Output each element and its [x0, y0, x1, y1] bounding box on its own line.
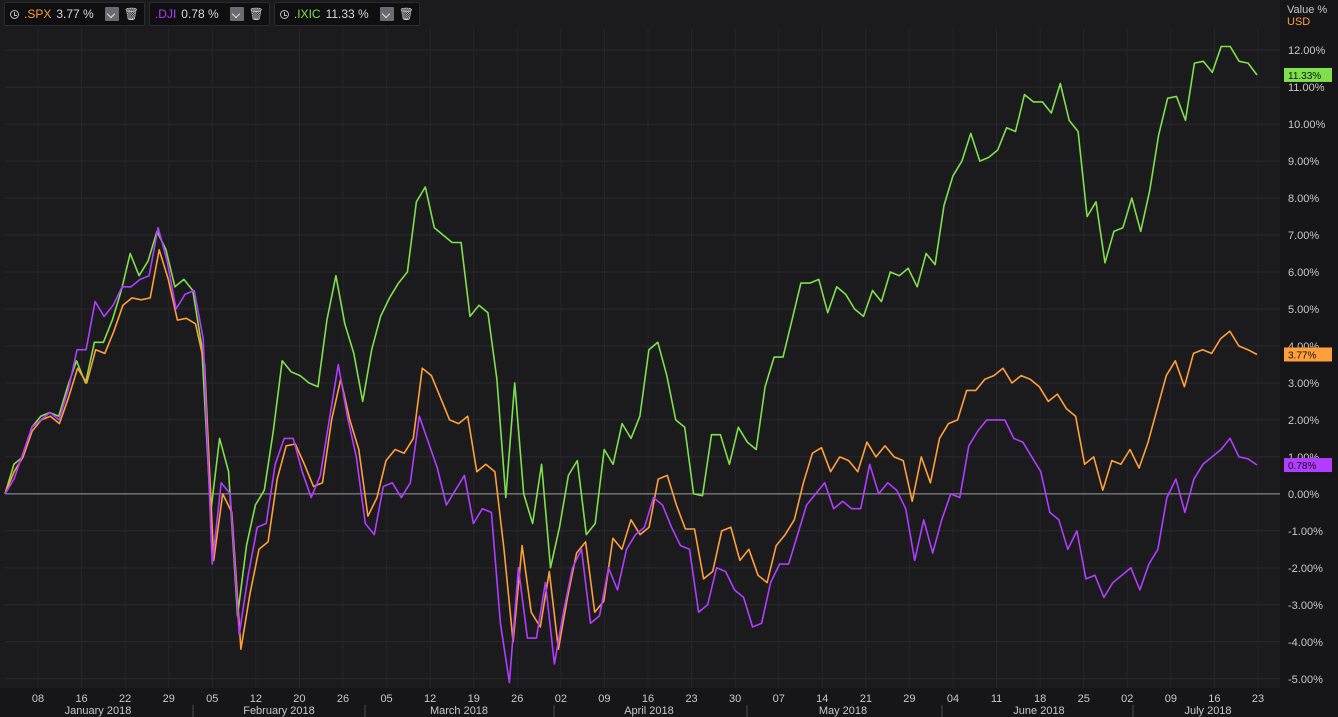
x-month-label: January 2018 — [65, 705, 132, 717]
y-tick-label: 5.00% — [1288, 304, 1319, 316]
last-value-badges: 11.33% 3.77% 0.78% — [1284, 67, 1332, 473]
x-day-label: 07 — [773, 693, 785, 705]
y-tick-label: 3.00% — [1288, 378, 1319, 390]
x-day-label: 29 — [903, 693, 915, 705]
y-tick-label: 6.00% — [1288, 267, 1319, 279]
x-month-label: April 2018 — [624, 705, 674, 717]
legend-symbol-dji: .DJI — [154, 7, 177, 21]
series-line-ixic — [4, 45, 1258, 617]
y-tick-label: 10.00% — [1288, 119, 1326, 131]
x-day-label: 19 — [468, 693, 480, 705]
x-month-label: May 2018 — [819, 705, 867, 717]
x-month-label: February 2018 — [243, 705, 315, 717]
x-day-label: 08 — [32, 693, 44, 705]
legend-chip-ixic[interactable]: .IXIC 11.33 % 🗑 — [273, 2, 420, 26]
legend-value-ixic: 11.33 % — [325, 7, 369, 21]
x-day-label: 14 — [816, 693, 828, 705]
clock-icon[interactable] — [10, 9, 19, 19]
x-day-label: 22 — [119, 693, 131, 705]
last-value-badge-ixic — [1284, 67, 1332, 82]
currency-label: USD — [1287, 16, 1310, 28]
x-day-label: 29 — [163, 693, 175, 705]
legend-symbol-spx: .SPX — [24, 7, 52, 21]
last-value-badge-text: 0.78% — [1288, 461, 1316, 472]
x-day-label: 26 — [337, 693, 349, 705]
y-tick-label: 0.00% — [1288, 489, 1319, 501]
y-tick-label: 11.00% — [1288, 82, 1325, 94]
legend-chip-dji[interactable]: .DJI 0.78 % 🗑 — [148, 2, 270, 26]
x-day-label: 05 — [380, 693, 392, 705]
series-legend-bar: .SPX 3.77 % 🗑 .DJI 0.78 % 🗑 .IXIC 11.33 … — [0, 0, 464, 28]
x-day-label: 30 — [729, 693, 741, 705]
y-tick-label: -5.00% — [1288, 674, 1323, 686]
y-tick-label: 12.00% — [1288, 45, 1326, 57]
x-day-label: 20 — [293, 693, 305, 705]
clock-icon[interactable] — [279, 9, 289, 19]
x-month-label: July 2018 — [1184, 705, 1231, 717]
x-day-label: 09 — [598, 693, 610, 705]
last-value-badge-dji — [1284, 458, 1332, 473]
x-month-label: March 2018 — [430, 705, 488, 717]
chevron-down-icon[interactable] — [229, 7, 244, 21]
x-day-label: 12 — [424, 693, 436, 705]
chevron-down-icon[interactable] — [379, 7, 394, 21]
x-axis-panel — [0, 688, 1338, 717]
trash-icon[interactable]: 🗑 — [123, 7, 139, 21]
series-line-spx — [4, 249, 1258, 651]
legend-value-spx: 3.77 % — [56, 7, 94, 21]
x-day-label: 16 — [1208, 693, 1220, 705]
plot-area — [5, 28, 1280, 688]
legend-chip-spx[interactable]: .SPX 3.77 % 🗑 — [4, 2, 145, 26]
x-day-label: 21 — [860, 693, 872, 705]
chevron-down-icon[interactable] — [104, 7, 119, 21]
trash-icon[interactable]: 🗑 — [248, 7, 264, 21]
legend-value-dji: 0.78 % — [181, 7, 219, 21]
last-value-badge-spx — [1284, 347, 1332, 362]
series-line-dji — [4, 226, 1258, 684]
legend-symbol-ixic: .IXIC — [293, 7, 321, 21]
y-tick-label: 2.00% — [1288, 415, 1319, 427]
x-day-label: 04 — [947, 693, 959, 705]
x-day-label: 26 — [511, 693, 523, 705]
x-day-label: 18 — [1034, 693, 1046, 705]
last-value-badge-text: 3.77% — [1288, 350, 1316, 361]
x-day-label: 12 — [250, 693, 262, 705]
y-tick-label: -3.00% — [1288, 600, 1323, 612]
y-tick-label: 7.00% — [1288, 230, 1319, 242]
x-day-label: 16 — [75, 693, 87, 705]
x-day-label: 02 — [1121, 693, 1133, 705]
x-day-label: 16 — [642, 693, 654, 705]
x-day-label: 05 — [206, 693, 218, 705]
x-day-label: 23 — [685, 693, 697, 705]
y-axis-title: Value % — [1287, 4, 1327, 16]
series-lines — [4, 45, 1258, 684]
y-tick-label: -1.00% — [1288, 526, 1323, 538]
y-tick-label: 8.00% — [1288, 193, 1319, 205]
trash-icon[interactable]: 🗑 — [398, 7, 414, 21]
y-tick-label: -4.00% — [1288, 637, 1323, 649]
x-day-label: 25 — [1078, 693, 1090, 705]
x-month-label: June 2018 — [1013, 705, 1064, 717]
x-day-label: 02 — [555, 693, 567, 705]
x-day-label: 11 — [991, 693, 1002, 705]
x-axis: 08 16 22 29 05 12 20 26 05 12 19 26 02 09 16 23 30 07 14 21… — [32, 693, 1264, 717]
y-axis: Value % USD 12.00% 11.00% 10.00% 9.00% 8.00%… — [1287, 4, 1327, 686]
x-day-label: 09 — [1165, 693, 1177, 705]
x-day-label: 23 — [1252, 693, 1264, 705]
last-value-badge-text: 11.33% — [1288, 71, 1321, 82]
y-tick-label: -2.00% — [1288, 563, 1323, 575]
y-tick-label: 9.00% — [1288, 156, 1319, 168]
